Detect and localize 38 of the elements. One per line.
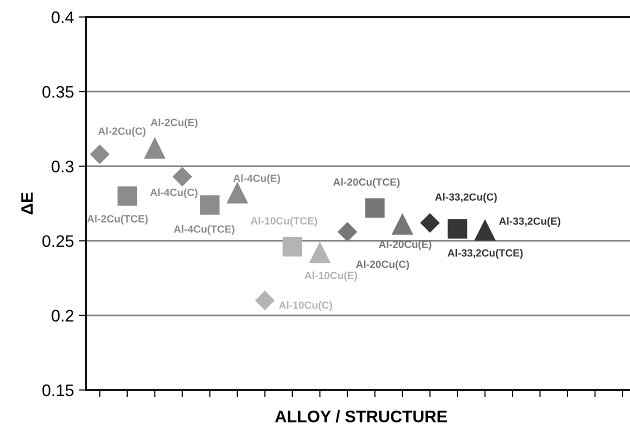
text: Al-20Cu(C) — [356, 260, 410, 270]
point — [338, 222, 357, 242]
y-tick-label: 0.2 — [52, 310, 74, 322]
point — [309, 242, 330, 264]
series-label: Al-2Cu(C) — [98, 127, 146, 137]
point — [200, 195, 220, 215]
series-label: Al-20Cu(TCE) — [333, 178, 400, 188]
series-label: Al-4Cu(TCE) — [174, 225, 234, 235]
point — [392, 214, 413, 235]
point — [420, 213, 440, 232]
series-label: Al-2Cu(TCE) — [87, 214, 148, 225]
point — [474, 220, 496, 241]
point — [365, 198, 385, 218]
y-tick-label: 0.25 — [42, 235, 74, 248]
y-axis-title: ΔE — [21, 192, 33, 214]
point — [226, 182, 248, 204]
point — [90, 144, 110, 164]
series-label: Al-4Cu(E) — [233, 174, 280, 184]
x-axis-title: ALLOY / STRUCTURE — [275, 410, 447, 423]
point — [172, 167, 192, 186]
series-label: Al-20Cu(E) — [378, 240, 432, 250]
series-label: Al-10Cu(TCE) — [250, 216, 318, 227]
y-tick-label: 0.15 — [42, 384, 74, 396]
point — [144, 138, 166, 159]
series-label: Al-10Cu(C) — [278, 301, 332, 311]
y-tick-label: 0.35 — [42, 86, 74, 98]
series-label: Al-33,2Cu(TCE) — [448, 249, 523, 259]
series-label: Al-4Cu(C) — [150, 188, 198, 198]
series-label: Al-10Cu(E) — [304, 271, 358, 282]
series-label: Al-2Cu(E) — [150, 118, 198, 128]
series-label: Al-33,2Cu(C) — [435, 193, 497, 203]
y-tick-label: 0.3 — [52, 160, 74, 172]
y-tick-label: 0.4 — [52, 11, 74, 24]
point — [255, 290, 274, 310]
point — [448, 219, 468, 239]
point — [282, 237, 302, 256]
point — [118, 186, 137, 206]
series-label: Al-33,2Cu(E) — [499, 217, 560, 227]
